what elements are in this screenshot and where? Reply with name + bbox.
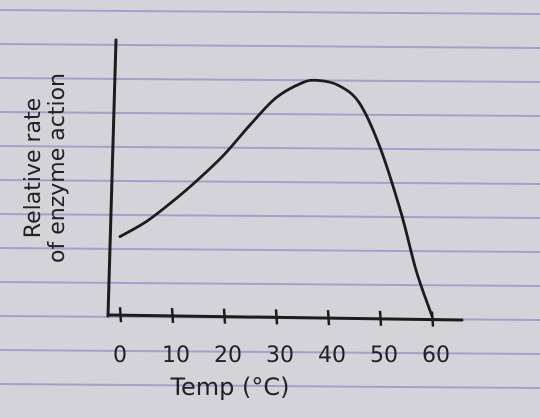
x-tick-label: 0 (113, 343, 127, 368)
ruled-line (0, 247, 540, 253)
x-tick (326, 310, 331, 326)
x-tick-label: 40 (318, 343, 346, 368)
ruled-line (0, 179, 540, 185)
ruled-line (0, 349, 540, 355)
x-tick-label: 10 (162, 343, 190, 368)
ruled-line (0, 111, 540, 117)
x-tick (170, 307, 175, 323)
x-tick (222, 308, 227, 324)
x-tick (274, 309, 279, 325)
x-axis (106, 313, 464, 322)
rate-curve (118, 78, 434, 318)
enzyme-rate-chart: 0 10 20 30 40 50 60 Temp (°C) Relative rate of… (21, 38, 464, 401)
ruled-line (0, 213, 540, 219)
x-tick-labels: 0 10 20 30 40 50 60 (113, 343, 450, 368)
ruled-line (0, 43, 540, 49)
ruled-line (0, 145, 540, 151)
ruled-line (0, 383, 540, 389)
x-tick (378, 310, 383, 326)
y-axis (106, 38, 118, 318)
x-tick-label: 20 (214, 343, 242, 368)
x-tick-label: 30 (266, 343, 294, 368)
x-tick-label: 50 (370, 343, 398, 368)
y-axis-label-line2: of enzyme action (45, 73, 70, 263)
x-axis-label: Temp (°C) (169, 373, 289, 401)
y-axis-label: Relative rate of enzyme action (21, 73, 70, 263)
x-tick (118, 307, 123, 323)
ruled-line (0, 77, 540, 83)
x-tick-label: 60 (422, 343, 450, 368)
ruled-line (0, 281, 540, 287)
y-axis-label-line1: Relative rate (21, 98, 46, 238)
ruled-line (0, 9, 540, 15)
